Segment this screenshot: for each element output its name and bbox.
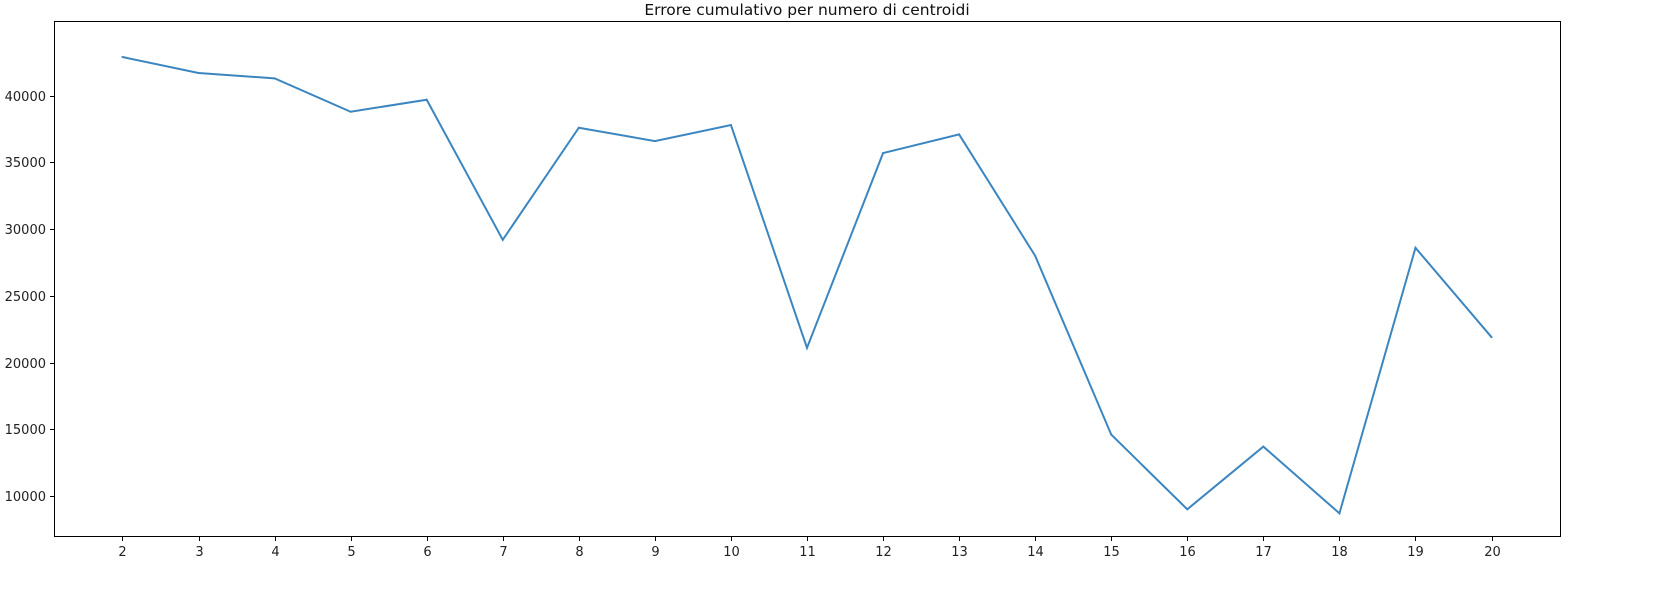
x-tick-label: 12	[875, 545, 892, 560]
x-tick-label: 5	[347, 545, 355, 560]
y-tick-label: 40000	[5, 90, 46, 105]
y-tick-label: 35000	[5, 156, 46, 171]
data-point	[577, 126, 580, 129]
y-axis: 10000 15000 20000 25000 30000 35000 40000	[5, 90, 55, 505]
y-tick-label: 10000	[5, 490, 46, 505]
x-tick-label: 16	[1179, 545, 1196, 560]
x-tick-label: 14	[1027, 545, 1044, 560]
x-tick-label: 7	[499, 545, 507, 560]
series-layer	[121, 56, 1493, 516]
data-point	[1490, 336, 1493, 339]
x-axis: 2 3 4 5 6 7 8 9 10 11 12 13 14 15 16 17 18 19 20	[118, 536, 1501, 560]
x-tick-label: 13	[951, 545, 968, 560]
y-tick-label: 15000	[5, 423, 46, 438]
x-tick-label: 11	[799, 545, 816, 560]
data-point	[1034, 254, 1037, 257]
data-point	[1338, 512, 1341, 515]
x-tick-label: 2	[118, 545, 126, 560]
x-tick-label: 3	[195, 545, 203, 560]
x-tick-label: 19	[1407, 545, 1424, 560]
data-point	[1414, 246, 1417, 249]
x-tick-label: 4	[271, 545, 279, 560]
data-point	[501, 238, 504, 241]
x-tick-label: 10	[723, 545, 740, 560]
x-tick-label: 8	[575, 545, 583, 560]
data-point	[653, 140, 656, 143]
data-point	[1110, 433, 1113, 436]
y-tick-label: 30000	[5, 223, 46, 238]
x-tick-label: 9	[651, 545, 659, 560]
x-tick-label: 18	[1331, 545, 1348, 560]
data-point	[806, 346, 808, 349]
data-point	[729, 124, 732, 127]
series-line	[122, 56, 1493, 516]
chart-title: Errore cumulativo per numero di centroid…	[644, 1, 969, 19]
data-point	[121, 56, 124, 59]
data-point	[349, 110, 352, 113]
y-tick-label: 20000	[5, 357, 46, 372]
x-tick-label: 20	[1484, 545, 1501, 560]
data-point	[1262, 445, 1265, 448]
y-tick-label: 25000	[5, 290, 46, 305]
x-tick-label: 17	[1255, 545, 1272, 560]
data-point	[958, 133, 961, 136]
data-point	[882, 152, 885, 155]
data-point	[1186, 508, 1189, 511]
plot-area-frame	[54, 21, 1561, 537]
data-point	[425, 98, 428, 101]
x-tick-label: 6	[423, 545, 431, 560]
data-point	[197, 72, 200, 75]
x-tick-label: 15	[1103, 545, 1120, 560]
data-point	[273, 77, 276, 80]
